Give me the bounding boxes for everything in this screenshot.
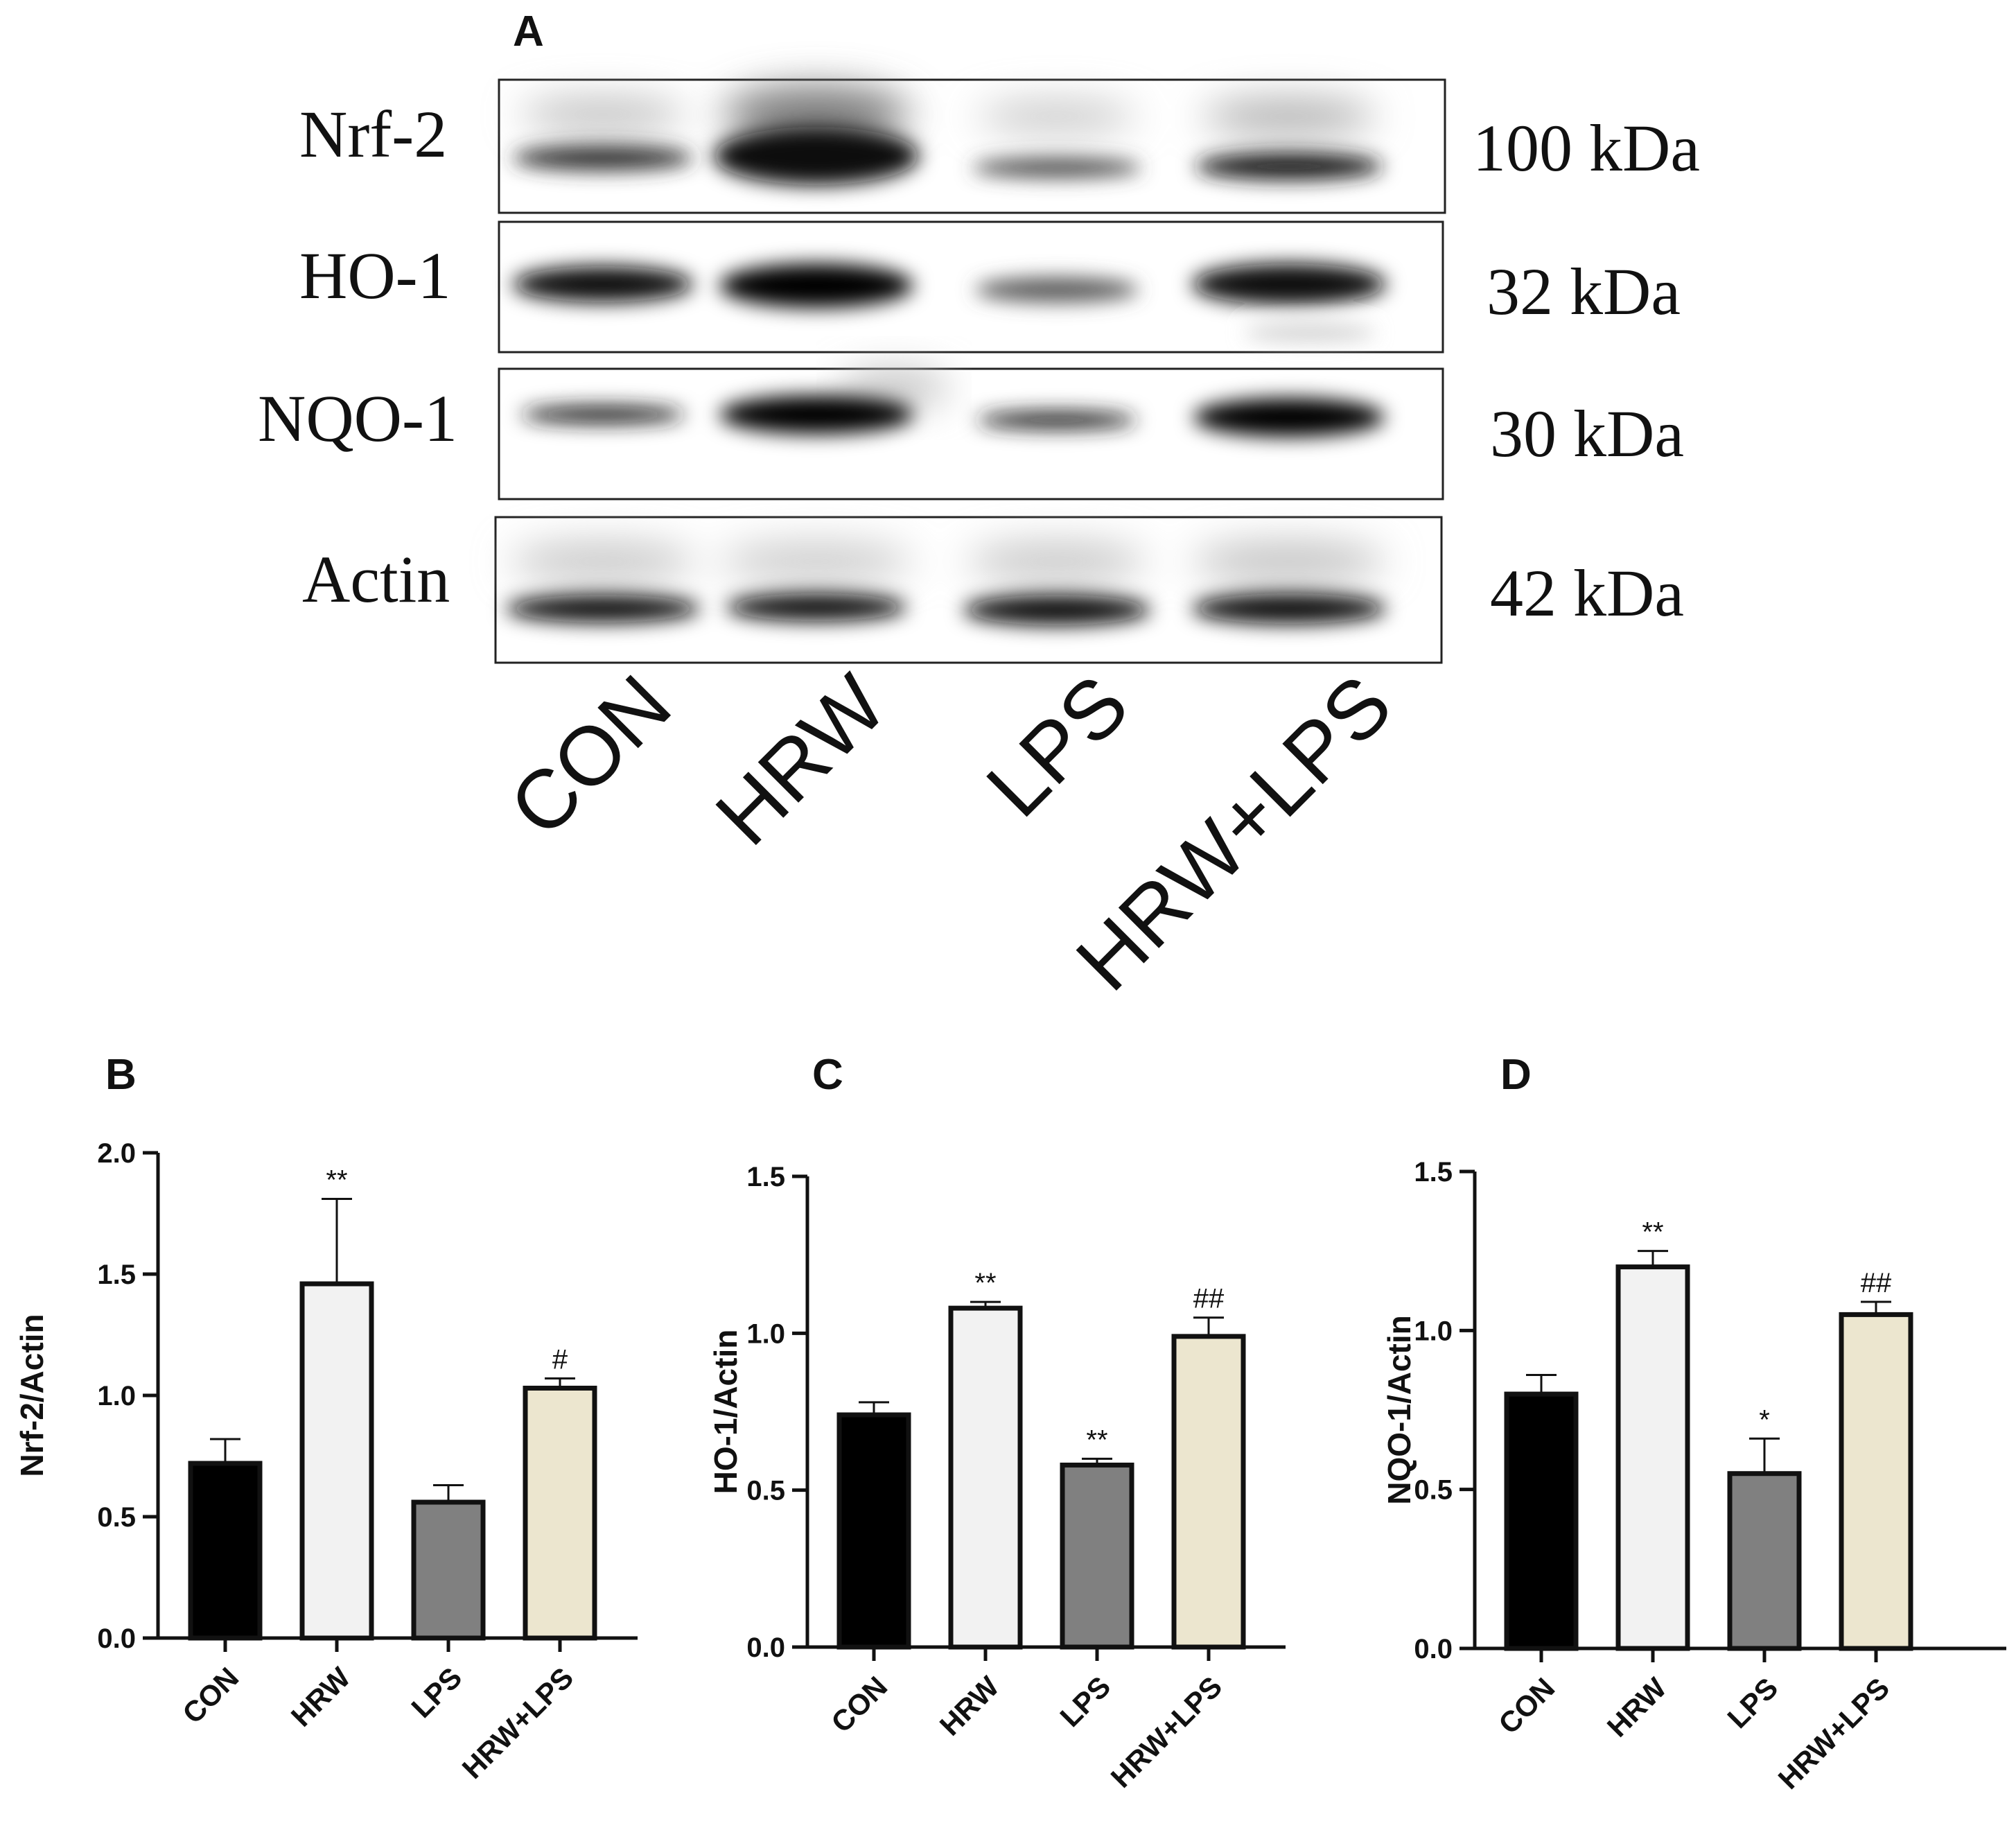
chart-c-category-label: LPS — [1053, 1670, 1116, 1733]
chart-c-category-label: HRW+LPS — [1105, 1670, 1229, 1794]
chart-c-bar — [1060, 1462, 1134, 1650]
chart-d-ytick-label: 1.0 — [1414, 1316, 1453, 1346]
protein-label-nqo1: NQO-1 — [258, 381, 457, 455]
chart-c-ytick-label: 0.5 — [746, 1476, 785, 1506]
protein-label-actin: Actin — [302, 542, 450, 616]
size-label-nrf2: 100 kDa — [1473, 111, 1700, 185]
chart-b-bar — [188, 1461, 263, 1641]
chart-d-significance: ## — [1861, 1268, 1892, 1298]
chart-b-significance: ** — [326, 1165, 347, 1196]
chart-c-bar — [836, 1412, 911, 1650]
chart-c-ytick-label: 1.0 — [746, 1318, 785, 1349]
chart-d-ytick-label: 0.0 — [1414, 1634, 1453, 1664]
chart-d-bar — [1839, 1312, 1913, 1651]
panel-a-letter: A — [513, 8, 544, 55]
chart-b-category-label: HRW+LPS — [456, 1661, 580, 1785]
chart-b-bar — [411, 1499, 486, 1641]
chart-b-ytick-label: 1.0 — [97, 1381, 136, 1411]
chart-c-significance: ** — [1086, 1425, 1107, 1455]
chart-d-significance: * — [1759, 1404, 1770, 1435]
chart-d-bar — [1727, 1471, 1802, 1651]
western-blot-image — [494, 78, 1446, 664]
panel-c-letter: C — [812, 1051, 843, 1099]
chart-d-ytick-label: 1.5 — [1414, 1157, 1453, 1187]
chart-b-bar — [523, 1386, 597, 1641]
chart-d-bar — [1504, 1391, 1579, 1651]
blot-nqo1 — [498, 367, 1444, 500]
blot-ho1 — [498, 220, 1444, 354]
chart-d-category-label: HRW — [1601, 1671, 1673, 1743]
chart-b-significance: # — [552, 1345, 568, 1375]
chart-c-category-label: CON — [825, 1670, 893, 1739]
protein-label-nrf2: Nrf-2 — [299, 97, 448, 171]
lane-labels: CON HRW LPS HRW+LPS — [492, 658, 1409, 1005]
chart-b-ylabel: Nrf-2/Actin — [14, 1314, 50, 1477]
chart-b-ytick-label: 2.0 — [97, 1138, 136, 1169]
size-label-nqo1: 30 kDa — [1490, 397, 1684, 471]
chart-c-ytick-label: 1.5 — [746, 1162, 785, 1192]
chart-d-category-label: HRW+LPS — [1772, 1671, 1896, 1795]
chart-c-significance: ** — [974, 1268, 996, 1298]
chart-d-category-label: CON — [1492, 1671, 1561, 1740]
chart-d-bar — [1615, 1264, 1690, 1651]
chart-c-bar — [948, 1305, 1023, 1650]
chart-d-ytick-label: 0.5 — [1414, 1475, 1453, 1506]
blot-nrf2 — [498, 78, 1446, 214]
chart-b-ytick-label: 1.5 — [97, 1260, 136, 1290]
panel-b-letter: B — [105, 1051, 137, 1099]
chart-c-category-label: HRW — [934, 1670, 1006, 1742]
chart-d-ylabel: NQO-1/Actin — [1381, 1315, 1417, 1504]
chart-c-significance: ## — [1193, 1284, 1225, 1314]
protein-label-ho1: HO-1 — [299, 238, 451, 313]
chart-b-ytick-label: 0.5 — [97, 1502, 136, 1533]
chart-b-bar — [299, 1281, 374, 1641]
chart-b-ytick-label: 0.0 — [97, 1623, 136, 1654]
chart-b-category-label: LPS — [405, 1661, 468, 1724]
blot-actin — [494, 516, 1443, 664]
chart-d-significance: ** — [1642, 1217, 1663, 1248]
chart-d-category-label: LPS — [1721, 1671, 1784, 1734]
chart-c-ylabel: HO-1/Actin — [708, 1330, 744, 1495]
size-label-actin: 42 kDa — [1490, 556, 1684, 630]
chart-c-bar — [1171, 1334, 1246, 1650]
panel-d-letter: D — [1500, 1051, 1532, 1099]
chart-c-ytick-label: 0.0 — [746, 1632, 785, 1663]
chart-b-category-label: HRW — [285, 1661, 357, 1733]
chart-b-category-label: CON — [176, 1661, 245, 1730]
size-label-ho1: 32 kDa — [1487, 254, 1681, 329]
